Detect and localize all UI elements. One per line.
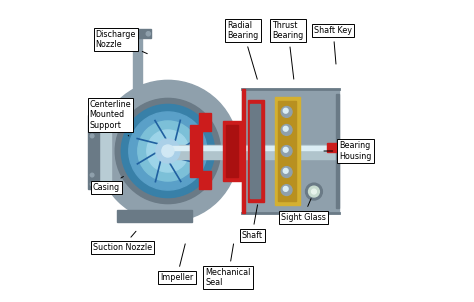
Text: Shaft Key: Shaft Key [314,26,352,64]
Text: Discharge
Nozzle: Discharge Nozzle [96,30,147,54]
FancyBboxPatch shape [191,125,202,177]
FancyBboxPatch shape [164,145,342,159]
Circle shape [309,186,319,197]
Circle shape [281,167,292,178]
Circle shape [281,146,292,156]
FancyBboxPatch shape [88,115,99,188]
Circle shape [311,189,316,194]
Circle shape [91,182,94,186]
Circle shape [306,183,322,200]
FancyBboxPatch shape [278,101,296,201]
Circle shape [146,32,150,36]
Circle shape [138,121,198,181]
FancyBboxPatch shape [200,114,211,131]
Circle shape [281,107,292,117]
FancyBboxPatch shape [223,121,243,181]
FancyBboxPatch shape [247,100,264,202]
FancyBboxPatch shape [164,146,342,150]
Circle shape [283,186,288,191]
Text: Casing: Casing [93,176,123,191]
Circle shape [91,173,94,177]
FancyBboxPatch shape [274,97,300,205]
Text: Mechanical
Seal: Mechanical Seal [205,244,251,287]
Circle shape [97,80,238,222]
Circle shape [91,134,94,138]
FancyBboxPatch shape [242,89,339,213]
Circle shape [91,125,94,129]
FancyBboxPatch shape [242,89,245,213]
FancyBboxPatch shape [226,125,237,177]
Text: Thrust
Bearing: Thrust Bearing [273,21,304,79]
Circle shape [115,98,220,204]
Circle shape [129,112,207,190]
Circle shape [283,108,288,113]
Text: Impeller: Impeller [160,244,193,282]
Text: Radial
Bearing: Radial Bearing [228,21,259,79]
FancyBboxPatch shape [90,127,111,181]
Circle shape [125,32,129,36]
Circle shape [283,147,288,152]
Circle shape [147,130,189,172]
Text: Shaft: Shaft [242,205,263,240]
Text: Suction Nozzle: Suction Nozzle [93,231,152,252]
FancyBboxPatch shape [250,104,260,198]
Polygon shape [133,37,142,91]
FancyBboxPatch shape [124,29,151,38]
Circle shape [121,104,214,198]
Circle shape [283,169,288,173]
Circle shape [281,185,292,195]
Text: Bearing
Housing: Bearing Housing [324,141,372,161]
FancyBboxPatch shape [117,210,192,222]
FancyBboxPatch shape [200,171,211,188]
Circle shape [162,145,174,157]
Text: Sight Glass: Sight Glass [281,199,326,222]
Circle shape [281,124,292,135]
FancyBboxPatch shape [336,94,339,208]
Text: Centerline
Mounted
Support: Centerline Mounted Support [90,100,131,136]
FancyBboxPatch shape [327,143,343,152]
Circle shape [283,126,288,131]
Circle shape [156,139,180,163]
